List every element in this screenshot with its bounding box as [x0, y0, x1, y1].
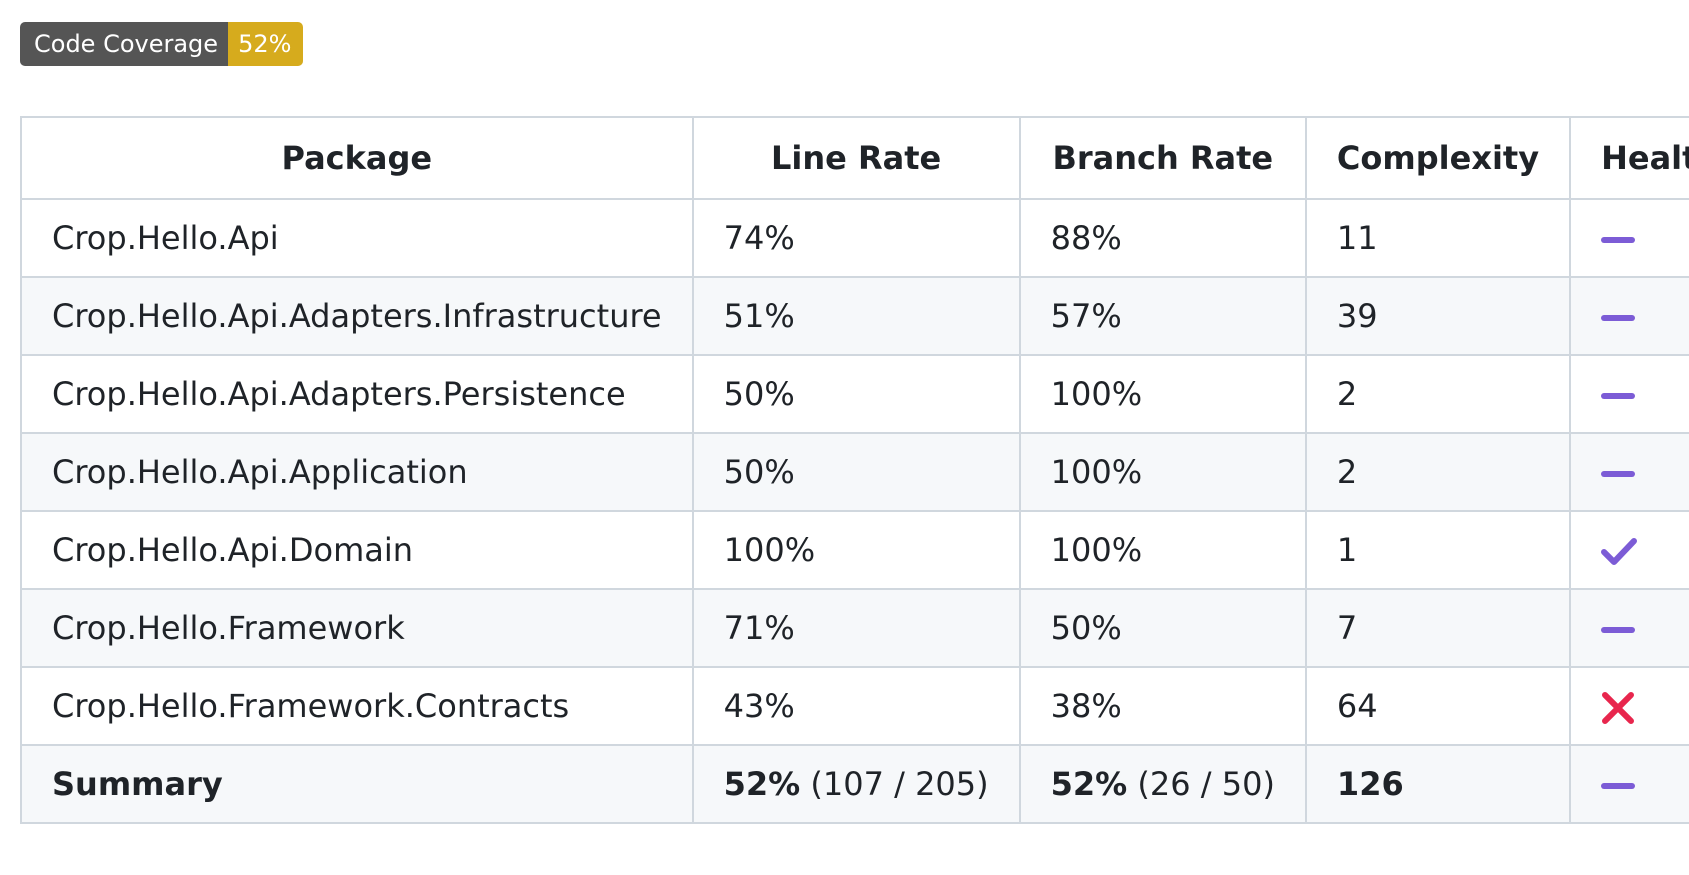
- cell-health: [1569, 666, 1689, 746]
- summary-label-text: Summary: [52, 765, 223, 803]
- cell-health: [1569, 432, 1689, 512]
- cell-branch-rate: 100%: [1018, 510, 1307, 590]
- header-health: Health: [1569, 116, 1689, 200]
- cell-package: Crop.Hello.Api.Adapters.Infrastructure: [20, 276, 694, 356]
- summary-label: Summary: [20, 744, 694, 824]
- cell-branch-rate: 50%: [1018, 588, 1307, 668]
- table-row: Crop.Hello.Api.Domain 100% 100% 1: [20, 510, 1689, 590]
- cell-line-rate: 71%: [691, 588, 1021, 668]
- check-icon: [1601, 537, 1638, 567]
- cell-line-rate: 100%: [691, 510, 1021, 590]
- cell-line-rate: 43%: [691, 666, 1021, 746]
- table-body: Crop.Hello.Api 74% 88% 11 Crop.Hello.Api…: [20, 198, 1689, 824]
- cell-branch-rate: 100%: [1018, 432, 1307, 512]
- table-row: Crop.Hello.Api 74% 88% 11: [20, 198, 1689, 278]
- minus-icon: [1601, 469, 1636, 479]
- table-row: Crop.Hello.Api.Application 50% 100% 2: [20, 432, 1689, 512]
- cell-complexity: 11: [1304, 198, 1572, 278]
- summary-health: [1569, 744, 1689, 824]
- summary-line-rate: 52% (107 / 205): [691, 744, 1021, 824]
- cell-complexity: 2: [1304, 354, 1572, 434]
- minus-icon: [1601, 313, 1636, 323]
- cell-complexity: 2: [1304, 432, 1572, 512]
- cell-complexity: 39: [1304, 276, 1572, 356]
- badge-label: Code Coverage: [20, 22, 229, 66]
- cell-health: [1569, 588, 1689, 668]
- table-row: Crop.Hello.Framework.Contracts 43% 38% 6…: [20, 666, 1689, 746]
- cell-health: [1569, 198, 1689, 278]
- header-complexity: Complexity: [1304, 116, 1572, 200]
- summary-branch-detail: (26 / 50): [1127, 765, 1275, 803]
- summary-complexity: 126: [1304, 744, 1572, 824]
- summary-line-rate-value: 52%: [723, 765, 801, 803]
- summary-complexity-value: 126: [1336, 765, 1404, 803]
- x-icon: [1601, 691, 1635, 725]
- cell-package: Crop.Hello.Api: [20, 198, 694, 278]
- cell-line-rate: 74%: [691, 198, 1021, 278]
- cell-package: Crop.Hello.Framework.Contracts: [20, 666, 694, 746]
- table-header-row: Package Line Rate Branch Rate Complexity…: [20, 116, 1689, 200]
- summary-branch-rate: 52% (26 / 50): [1018, 744, 1307, 824]
- cell-line-rate: 50%: [691, 432, 1021, 512]
- summary-line-detail: (107 / 205): [800, 765, 989, 803]
- table-row: Crop.Hello.Api.Adapters.Infrastructure 5…: [20, 276, 1689, 356]
- minus-icon: [1601, 625, 1636, 635]
- coverage-table: Package Line Rate Branch Rate Complexity…: [20, 116, 1689, 824]
- cell-complexity: 64: [1304, 666, 1572, 746]
- minus-icon: [1601, 235, 1636, 245]
- minus-icon: [1601, 781, 1636, 791]
- coverage-badge: Code Coverage 52%: [20, 22, 304, 66]
- cell-package: Crop.Hello.Api.Application: [20, 432, 694, 512]
- cell-branch-rate: 100%: [1018, 354, 1307, 434]
- header-line-rate: Line Rate: [691, 116, 1021, 200]
- cell-package: Crop.Hello.Framework: [20, 588, 694, 668]
- header-branch-rate: Branch Rate: [1018, 116, 1307, 200]
- cell-package: Crop.Hello.Api.Domain: [20, 510, 694, 590]
- cell-complexity: 7: [1304, 588, 1572, 668]
- cell-branch-rate: 57%: [1018, 276, 1307, 356]
- cell-complexity: 1: [1304, 510, 1572, 590]
- cell-branch-rate: 88%: [1018, 198, 1307, 278]
- cell-package: Crop.Hello.Api.Adapters.Persistence: [20, 354, 694, 434]
- table-row: Crop.Hello.Api.Adapters.Persistence 50% …: [20, 354, 1689, 434]
- minus-icon: [1601, 391, 1636, 401]
- cell-health: [1569, 354, 1689, 434]
- badge-value: 52%: [228, 22, 304, 66]
- cell-health: [1569, 510, 1689, 590]
- table-row: Crop.Hello.Framework 71% 50% 7: [20, 588, 1689, 668]
- summary-row: Summary 52% (107 / 205) 52% (26 / 50) 126: [20, 744, 1689, 824]
- cell-line-rate: 51%: [691, 276, 1021, 356]
- cell-health: [1569, 276, 1689, 356]
- summary-branch-rate-value: 52%: [1050, 765, 1128, 803]
- header-package: Package: [20, 116, 694, 200]
- cell-branch-rate: 38%: [1018, 666, 1307, 746]
- cell-line-rate: 50%: [691, 354, 1021, 434]
